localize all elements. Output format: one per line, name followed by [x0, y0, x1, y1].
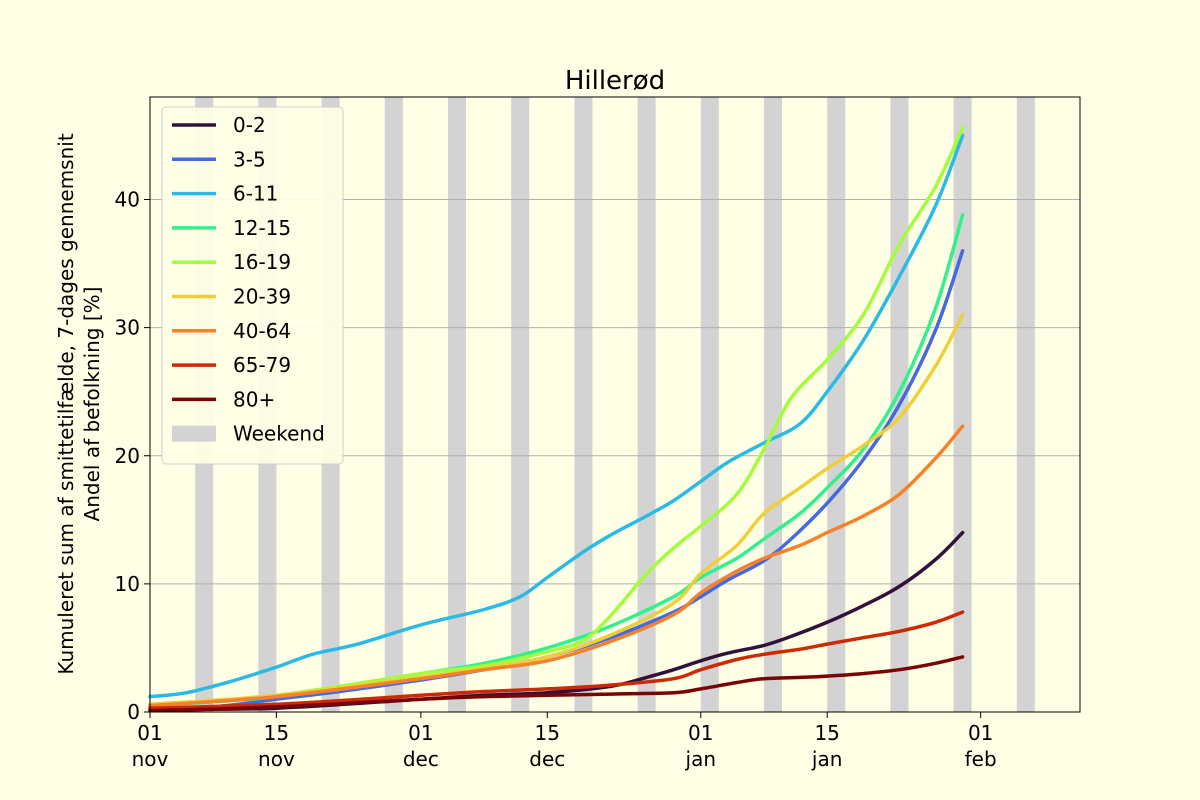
x-tick-label-day: 15 [264, 721, 289, 745]
legend-label: 12-15 [233, 216, 291, 240]
weekend-band [447, 97, 467, 712]
weekend-band [511, 97, 530, 712]
weekend-band [574, 97, 593, 712]
x-tick-label-day: 15 [535, 721, 560, 745]
x-tick-label-day: 01 [688, 721, 713, 745]
x-tick-label-day: 15 [814, 721, 839, 745]
legend-label-weekend: Weekend [233, 422, 325, 446]
legend-label: 65-79 [233, 353, 291, 377]
weekend-band [384, 97, 403, 712]
series-lines [148, 126, 965, 713]
legend-label: 80+ [233, 387, 275, 411]
legend-label: 40-64 [233, 319, 291, 343]
legend-label: 3-5 [233, 147, 266, 171]
y-tick-label: 0 [127, 700, 140, 724]
x-tick-label-month: jan [811, 747, 843, 771]
legend-label: 20-39 [233, 285, 291, 309]
x-tick-label-month: nov [258, 747, 295, 771]
weekend-band [827, 97, 846, 712]
y-axis-label-line-1: Kumuleret sum af smittetilfælde, 7-dages… [54, 133, 78, 675]
legend: 0-2 3-5 6-11 12-15 16-19 20-39 40-64 65-79 80+ We… [161, 106, 344, 465]
weekend-band [637, 97, 656, 712]
legend-label: 16-19 [233, 250, 291, 274]
series-line-65-79 [148, 610, 965, 710]
legend-label: 6-11 [233, 182, 278, 206]
weekend-band [763, 97, 783, 712]
y-axis-label-line-2: Andel af befolkning [%] [80, 287, 104, 522]
weekend-band [700, 97, 719, 712]
y-tick-label: 30 [115, 316, 140, 340]
x-tick-label-day: 01 [137, 721, 162, 745]
x-tick-label-month: dec [529, 747, 565, 771]
x-tick-label-month: dec [403, 747, 439, 771]
legend-label: 0-2 [233, 113, 266, 137]
y-axis: 0 10 20 30 40 [115, 188, 150, 724]
weekend-band [1016, 97, 1035, 712]
chart-title: Hillerød [565, 66, 665, 96]
series-line-6-11 [148, 133, 965, 699]
y-tick-label: 20 [115, 444, 140, 468]
x-tick-label-month: nov [132, 747, 169, 771]
series-line-40-64 [148, 424, 965, 708]
weekend-band [953, 97, 972, 712]
plot-frame [149, 96, 1081, 713]
x-tick-label-month: feb [965, 747, 997, 771]
x-tick-label-month: jan [685, 747, 717, 771]
series-line-80plus [148, 655, 965, 713]
legend-swatch-weekend [172, 425, 216, 442]
x-tick-label-day: 01 [968, 721, 993, 745]
series-line-16-19 [148, 126, 965, 708]
legend-box [161, 106, 344, 465]
x-tick-label-day: 01 [408, 721, 433, 745]
y-tick-label: 40 [115, 188, 140, 212]
y-tick-label: 10 [115, 572, 140, 596]
